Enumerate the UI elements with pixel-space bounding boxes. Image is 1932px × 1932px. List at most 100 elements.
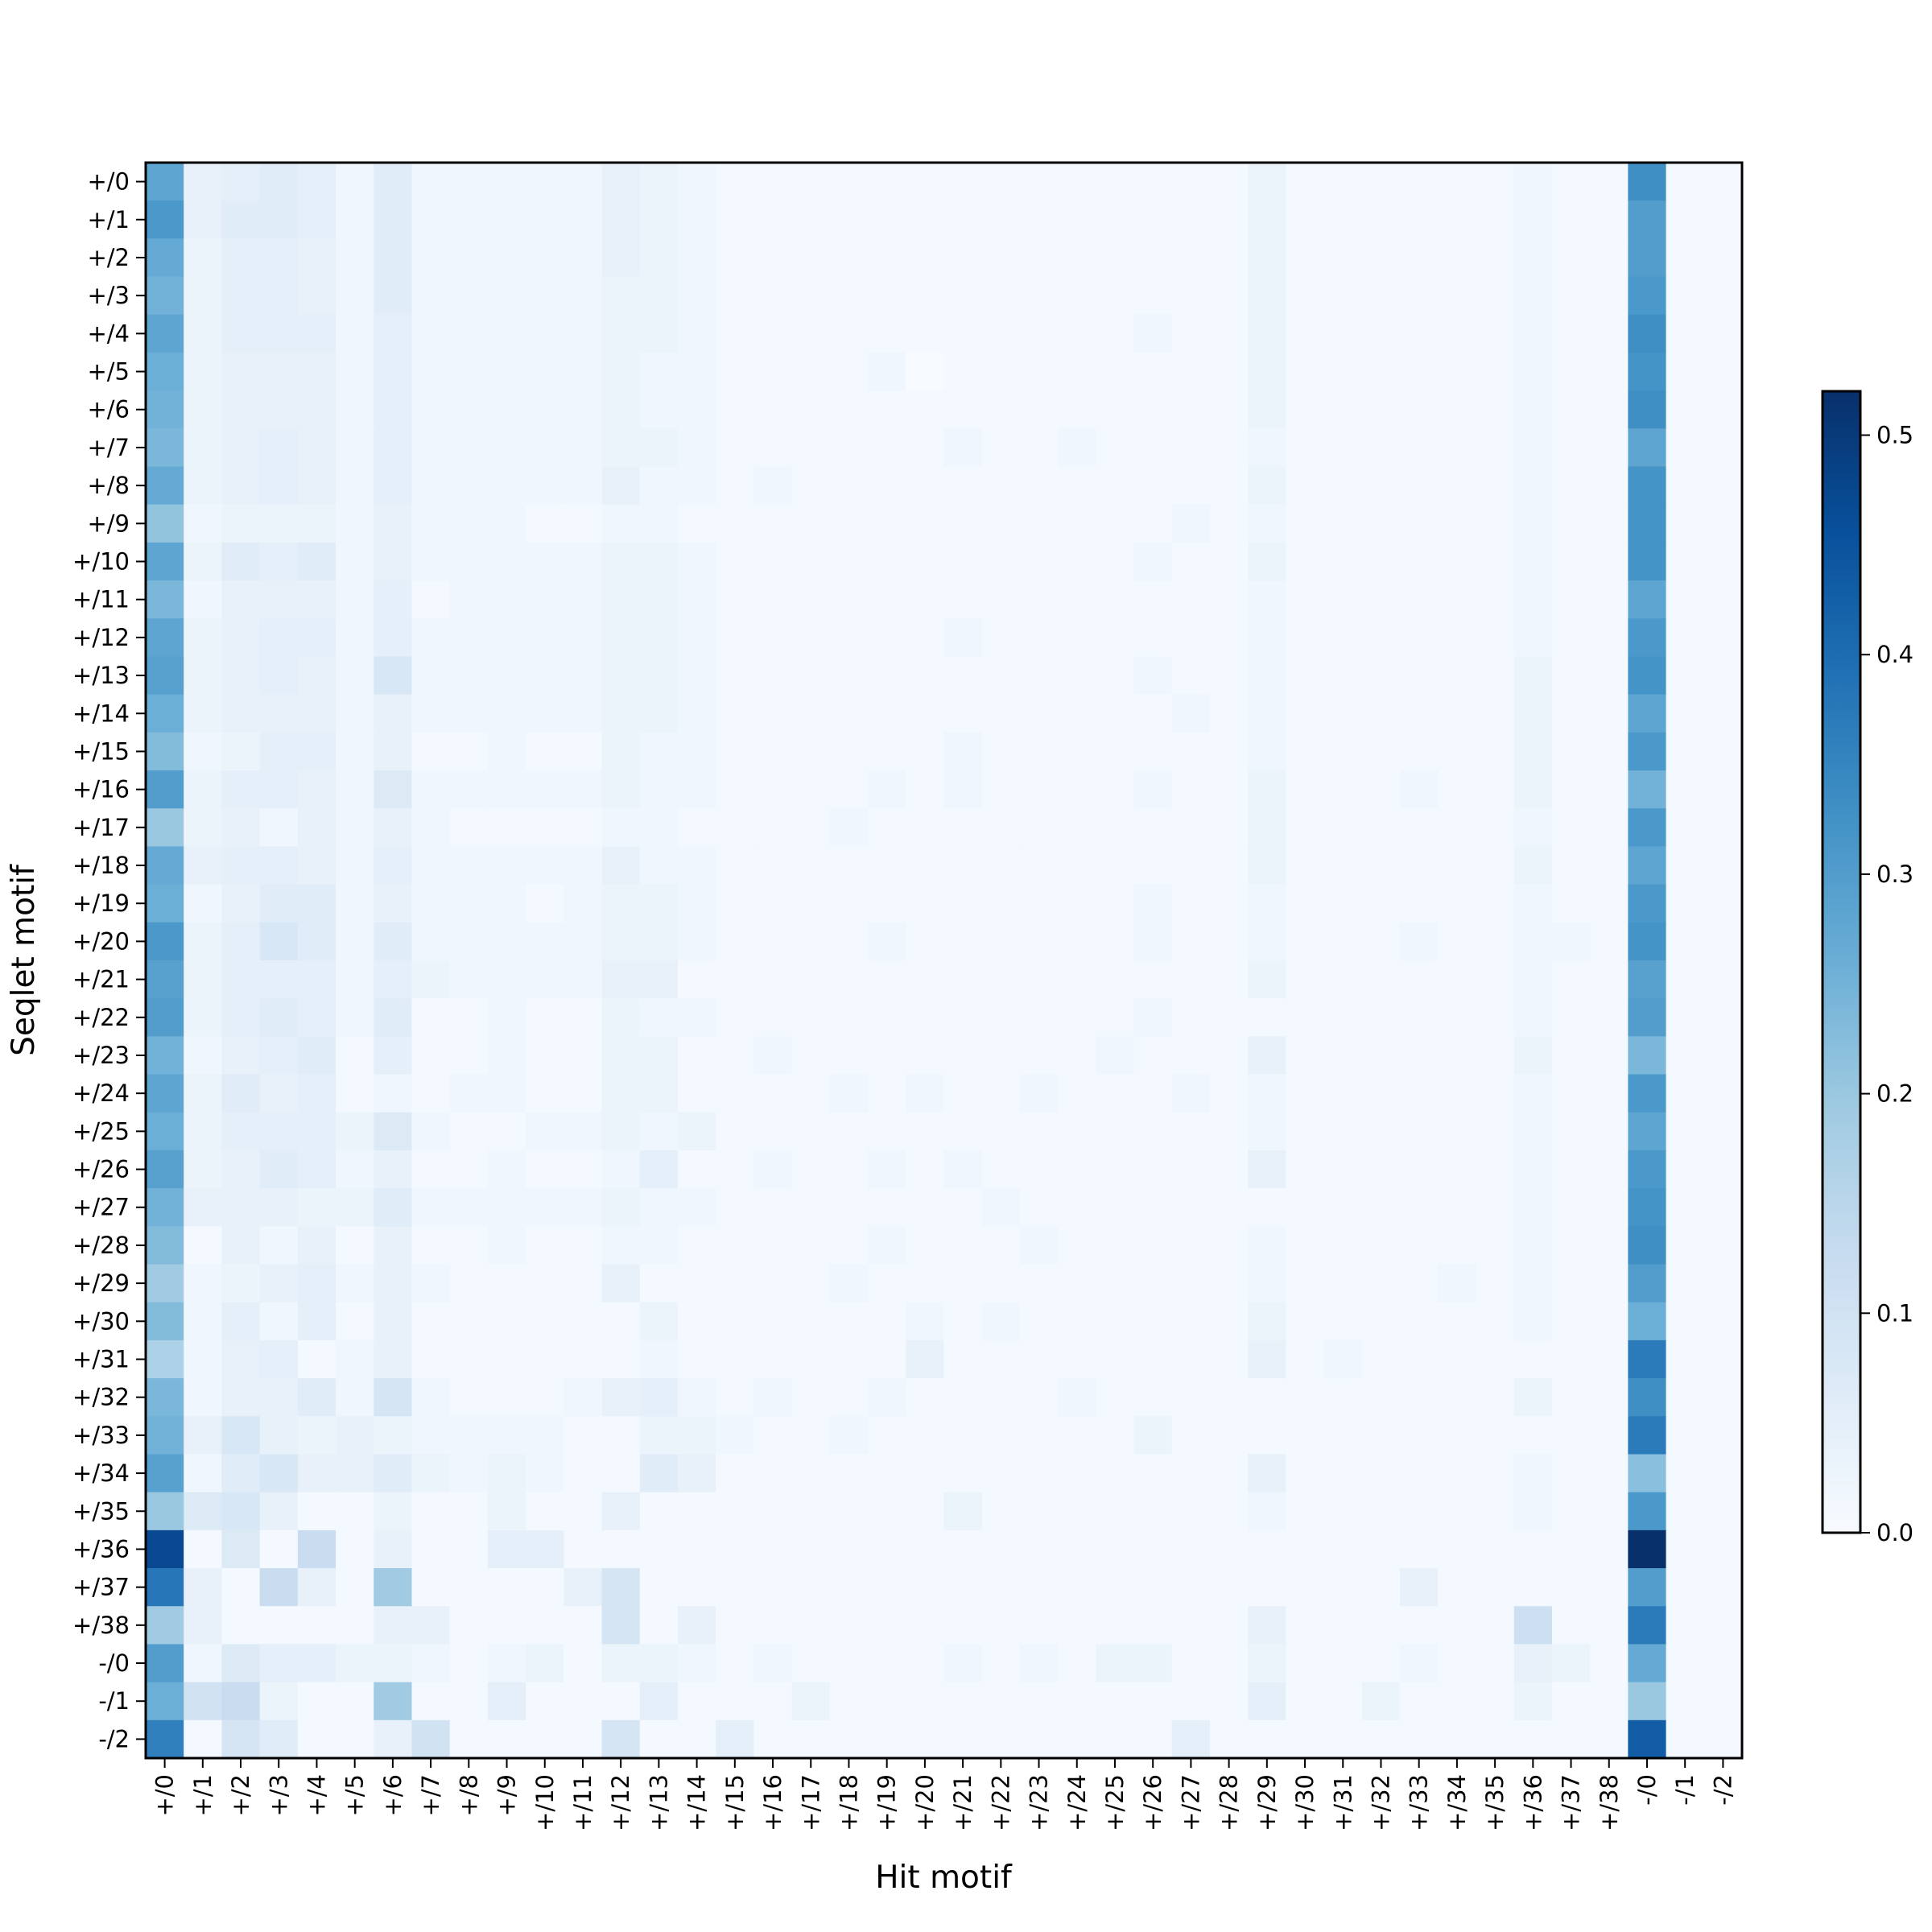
heatmap-cell [259,1530,299,1569]
heatmap-cell [336,1302,374,1341]
heatmap-cell [449,466,489,506]
heatmap-cell [1133,390,1173,429]
heatmap-cell [1286,1302,1325,1341]
x-tick-label: +/18 [835,1774,862,1831]
heatmap-cell [1400,200,1439,239]
heatmap-cell [1628,1264,1667,1303]
heatmap-cell [184,808,223,848]
y-tick-label: +/14 [72,700,130,727]
heatmap-cell [678,1188,716,1227]
heatmap-cell [1210,618,1249,658]
heatmap-cell [411,998,451,1037]
x-tick-label: +/8 [455,1774,482,1817]
heatmap-cell [146,1644,184,1683]
heatmap-cell [943,1644,983,1683]
heatmap-cell [1476,1302,1515,1341]
colorbar [1821,390,1862,1534]
heatmap-cell [639,1036,679,1075]
heatmap-cell [411,1074,451,1113]
heatmap-cell [981,1188,1021,1227]
heatmap-cell [487,163,526,201]
heatmap-cell [639,770,679,809]
heatmap-cell [1171,998,1211,1037]
heatmap-cell [374,1036,413,1075]
heatmap-cell [297,504,336,543]
heatmap-cell [906,390,945,429]
heatmap-cell [868,808,906,848]
heatmap-cell [1628,238,1667,278]
heatmap-cell [1703,314,1743,353]
heatmap-cell [1703,580,1743,619]
heatmap-cell [449,1340,489,1379]
heatmap-cell [259,922,299,961]
heatmap-cell [146,466,184,506]
heatmap-cell [1210,466,1249,506]
heatmap-cell [1248,1568,1287,1607]
heatmap-cell [1210,1644,1249,1683]
heatmap-cell [1248,1074,1287,1113]
heatmap-cell [791,1188,831,1227]
heatmap-cell [1133,1074,1173,1113]
y-tick-label: -/2 [98,1725,130,1752]
heatmap-cell [1361,1606,1401,1645]
heatmap-cell [1210,1074,1249,1113]
heatmap-cell [716,1302,755,1341]
heatmap-cell [601,1644,641,1683]
heatmap-cell [374,200,413,239]
heatmap-cell [678,922,716,961]
heatmap-cell [1210,276,1249,316]
heatmap-cell [1210,1682,1249,1721]
heatmap-cell [829,846,869,886]
heatmap-cell [449,808,489,848]
heatmap-cell [1590,770,1629,809]
heatmap-cell [1210,846,1249,886]
heatmap-cell [1058,884,1096,923]
heatmap-cell [1096,1644,1135,1683]
heatmap-cell [1019,163,1059,201]
heatmap-cell [221,1606,261,1645]
heatmap-cell [1513,694,1553,733]
heatmap-cell [259,466,299,506]
heatmap-cell [678,770,716,809]
heatmap-cell [1590,238,1629,278]
heatmap-cell [374,504,413,543]
heatmap-cell [564,200,603,239]
heatmap-cell [943,238,983,278]
heatmap-cell [1286,1492,1325,1531]
heatmap-cell [297,1416,336,1455]
heatmap-cell [146,1719,184,1759]
heatmap-cell [184,504,223,543]
y-tick-label: +/1 [87,206,130,233]
heatmap-cell [829,770,869,809]
heatmap-cell [259,732,299,771]
heatmap-cell [1323,1340,1363,1379]
heatmap-cell [601,732,641,771]
heatmap-cell [753,618,793,658]
heatmap-cell [1513,656,1553,696]
heatmap-cell [564,1302,603,1341]
heatmap-cell [829,1112,869,1151]
heatmap-cell [1361,1454,1401,1493]
x-tick-label: -/1 [1671,1774,1699,1806]
heatmap-cell [1628,884,1667,923]
heatmap-cell [906,1454,945,1493]
heatmap-cell [1019,542,1059,581]
heatmap-cell [564,922,603,961]
heatmap-cell [601,808,641,848]
y-tick-label: +/24 [72,1080,130,1107]
x-tick-label: +/7 [417,1774,444,1817]
x-tick-label: +/10 [531,1774,559,1831]
heatmap-cell [943,1492,983,1531]
heatmap-cell [1210,314,1249,353]
heatmap-cell [678,1644,716,1683]
heatmap-cell [1019,1719,1059,1759]
heatmap-cell [716,998,755,1037]
heatmap-cell [1361,1492,1401,1531]
heatmap-cell [1438,238,1477,278]
heatmap-cell [1286,694,1325,733]
y-tick-label: +/17 [72,814,130,841]
heatmap-cell [564,1644,603,1683]
heatmap-cell [374,1416,413,1455]
heatmap-cell [1248,1378,1287,1417]
y-tick-label: +/36 [72,1535,130,1563]
